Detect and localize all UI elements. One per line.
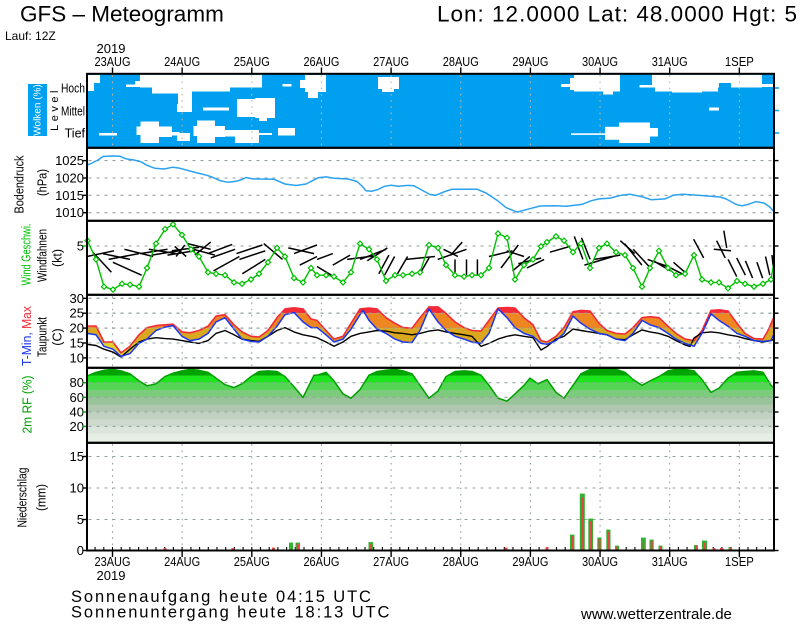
svg-text:20: 20 (70, 419, 84, 434)
svg-text:(mm): (mm) (34, 484, 48, 511)
svg-text:Bodendruck: Bodendruck (11, 155, 26, 213)
svg-text:5: 5 (77, 239, 84, 254)
svg-text:Wind Geschwi.: Wind Geschwi. (19, 224, 33, 286)
svg-text:26AUG: 26AUG (303, 54, 339, 69)
svg-text:(kt): (kt) (50, 249, 64, 267)
svg-text:Sonnenaufgang heute 04:15 UTC: Sonnenaufgang heute 04:15 UTC (71, 588, 373, 606)
svg-text:60: 60 (70, 390, 84, 405)
svg-text:Windfahnen: Windfahnen (35, 229, 49, 282)
svg-text:1020: 1020 (55, 171, 84, 186)
svg-text:30AUG: 30AUG (582, 554, 618, 569)
svg-text:Taupunkt: Taupunkt (35, 317, 49, 357)
svg-text:1010: 1010 (55, 205, 84, 220)
svg-text:24AUG: 24AUG (164, 554, 200, 569)
svg-text:Tief: Tief (65, 127, 86, 141)
svg-text:0: 0 (77, 543, 84, 558)
svg-text:29AUG: 29AUG (512, 54, 548, 69)
svg-text:1015: 1015 (55, 188, 84, 203)
svg-text:25AUG: 25AUG (234, 54, 270, 69)
svg-text:80: 80 (70, 375, 84, 390)
svg-text:1SEP: 1SEP (725, 54, 754, 69)
svg-text:31AUG: 31AUG (652, 54, 688, 69)
svg-text:26AUG: 26AUG (303, 554, 339, 569)
svg-text:31AUG: 31AUG (652, 554, 688, 569)
svg-text:Lon: 12.0000 Lat: 48.0000 Hgt:: Lon: 12.0000 Lat: 48.0000 Hgt: 5 (437, 2, 798, 27)
svg-text:2019: 2019 (97, 568, 126, 583)
svg-text:Level: Level (49, 87, 61, 131)
svg-text:www.wetterzentrale.de: www.wetterzentrale.de (580, 606, 732, 623)
svg-text:Niederschlag: Niederschlag (15, 467, 29, 527)
svg-text:Mittel: Mittel (61, 105, 85, 119)
svg-text:30AUG: 30AUG (582, 54, 618, 69)
svg-text:1SEP: 1SEP (725, 554, 754, 569)
svg-text:25: 25 (70, 306, 84, 321)
svg-text:23AUG: 23AUG (95, 54, 131, 69)
svg-text:27AUG: 27AUG (373, 554, 409, 569)
svg-text:29AUG: 29AUG (512, 554, 548, 569)
svg-text:28AUG: 28AUG (443, 554, 479, 569)
svg-text:10: 10 (70, 350, 84, 365)
svg-text:24AUG: 24AUG (164, 54, 200, 69)
svg-text:Wolken (%): Wolken (%) (32, 84, 43, 136)
svg-text:(C): (C) (50, 328, 64, 345)
svg-text:2m RF (%): 2m RF (%) (20, 376, 34, 434)
svg-text:27AUG: 27AUG (373, 54, 409, 69)
svg-text:30: 30 (70, 291, 84, 306)
svg-text:15: 15 (70, 336, 84, 351)
svg-text:1025: 1025 (55, 153, 84, 168)
svg-text:20: 20 (70, 321, 84, 336)
svg-text:Sonnenuntergang heute 18:13 UT: Sonnenuntergang heute 18:13 UTC (71, 604, 391, 622)
svg-text:(hPa): (hPa) (34, 169, 49, 196)
svg-text:15: 15 (70, 449, 84, 464)
svg-text:40: 40 (70, 405, 84, 420)
svg-text:25AUG: 25AUG (234, 554, 270, 569)
svg-text:GFS – Meteogramm: GFS – Meteogramm (20, 2, 224, 27)
svg-text:Hoch: Hoch (61, 82, 85, 96)
svg-text:2019: 2019 (97, 41, 126, 56)
svg-text:23AUG: 23AUG (95, 554, 131, 569)
svg-text:10: 10 (70, 481, 84, 496)
svg-text:5: 5 (77, 512, 84, 527)
svg-text:Lauf: 12Z: Lauf: 12Z (5, 29, 56, 43)
svg-text:28AUG: 28AUG (443, 54, 479, 69)
svg-text:T-Min, Max: T-Min, Max (20, 305, 34, 366)
